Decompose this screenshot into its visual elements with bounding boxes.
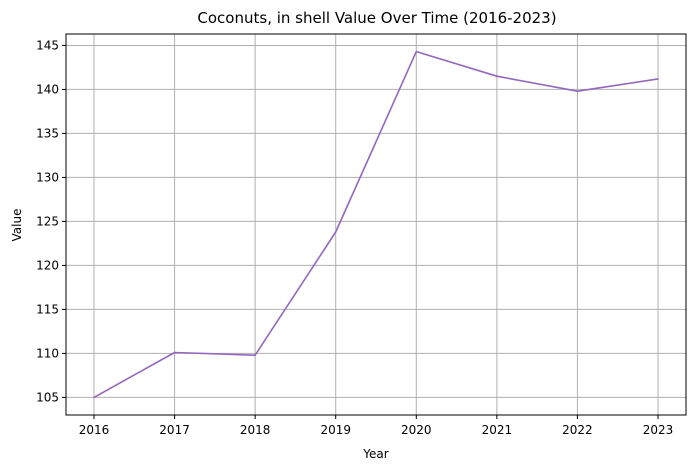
series-layer	[93, 50, 659, 399]
x-tick-label: 2018	[240, 423, 271, 437]
data-point	[334, 231, 337, 233]
grid	[66, 34, 686, 415]
data-point	[415, 50, 418, 53]
chart-title: Coconuts, in shell Value Over Time (2016…	[197, 9, 556, 27]
y-tick-label: 115	[36, 302, 59, 316]
data-point	[173, 351, 176, 354]
x-tick-label: 2019	[320, 423, 351, 437]
y-axis-label: Value	[10, 209, 24, 242]
x-tick-label: 2023	[643, 423, 674, 437]
y-tick-label: 110	[36, 346, 59, 360]
x-tick-label: 2016	[79, 423, 110, 437]
y-axis: 105 110 115 120 125 130 135 140 145	[36, 38, 66, 404]
data-point	[576, 90, 579, 92]
x-tick-label: 2020	[401, 423, 432, 437]
y-tick-label: 105	[36, 390, 59, 404]
y-tick-label: 140	[36, 82, 59, 96]
x-axis: 2016 2017 2018 2019 2020 2021 2022 2023	[79, 415, 674, 437]
x-axis-label: Year	[362, 447, 388, 461]
data-point	[93, 396, 95, 399]
y-tick-label: 125	[36, 214, 59, 228]
series-line	[93, 50, 659, 399]
y-tick-label: 145	[36, 38, 59, 52]
x-tick-label: 2017	[159, 423, 190, 437]
x-tick-label: 2021	[482, 423, 513, 437]
data-point	[496, 75, 498, 78]
data-point	[254, 354, 256, 356]
x-tick-label: 2022	[562, 423, 593, 437]
y-tick-label: 135	[36, 126, 59, 140]
y-tick-label: 120	[36, 258, 59, 272]
y-tick-label: 130	[36, 170, 59, 184]
plot-frame	[65, 33, 687, 416]
data-point	[657, 78, 659, 80]
